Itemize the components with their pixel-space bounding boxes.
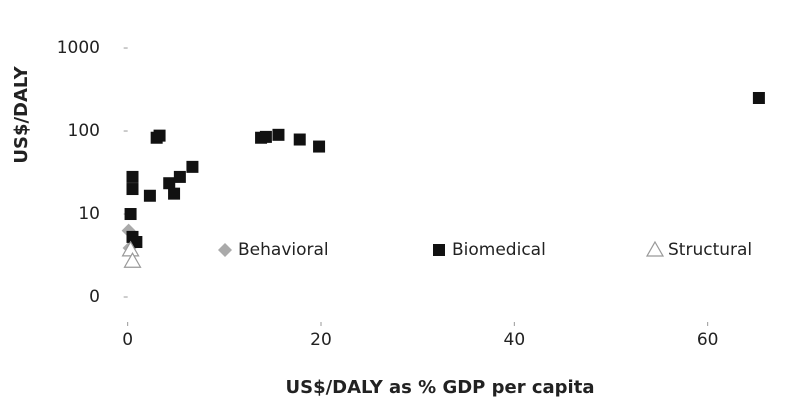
y-tick-label: 10 [78, 204, 100, 224]
marker-triangle [123, 252, 142, 268]
marker-square [124, 208, 137, 221]
marker-square [153, 129, 166, 142]
legend-label: Structural [668, 240, 752, 260]
marker-square [293, 133, 306, 146]
legend-marker [218, 243, 232, 257]
marker-square [130, 236, 143, 249]
legend-label: Behavioral [238, 240, 329, 260]
marker-square [186, 160, 199, 173]
marker-square [126, 183, 139, 196]
x-tick-label: 60 [697, 330, 719, 350]
marker-square [163, 177, 176, 190]
legend-label: Biomedical [452, 240, 546, 260]
x-tick-label: 40 [504, 330, 526, 350]
y-tick-label: 1000 [57, 38, 100, 58]
y-axis-title: US$/DALY [11, 65, 32, 163]
marker-square [143, 189, 156, 202]
x-tick-label: 0 [122, 330, 133, 350]
y-tick-label: 100 [68, 121, 100, 141]
legend-marker [645, 240, 665, 257]
marker-square [313, 140, 326, 153]
marker-square [168, 187, 181, 200]
marker-square [272, 128, 285, 141]
marker-square [126, 170, 139, 183]
y-tick-label: 0 [89, 287, 100, 307]
marker-square [752, 91, 765, 104]
x-axis-title: US$/DALY as % GDP per capita [286, 377, 595, 398]
legend-marker [433, 244, 445, 256]
marker-square [259, 130, 272, 143]
x-tick-label: 20 [310, 330, 332, 350]
marker-square [173, 170, 186, 183]
